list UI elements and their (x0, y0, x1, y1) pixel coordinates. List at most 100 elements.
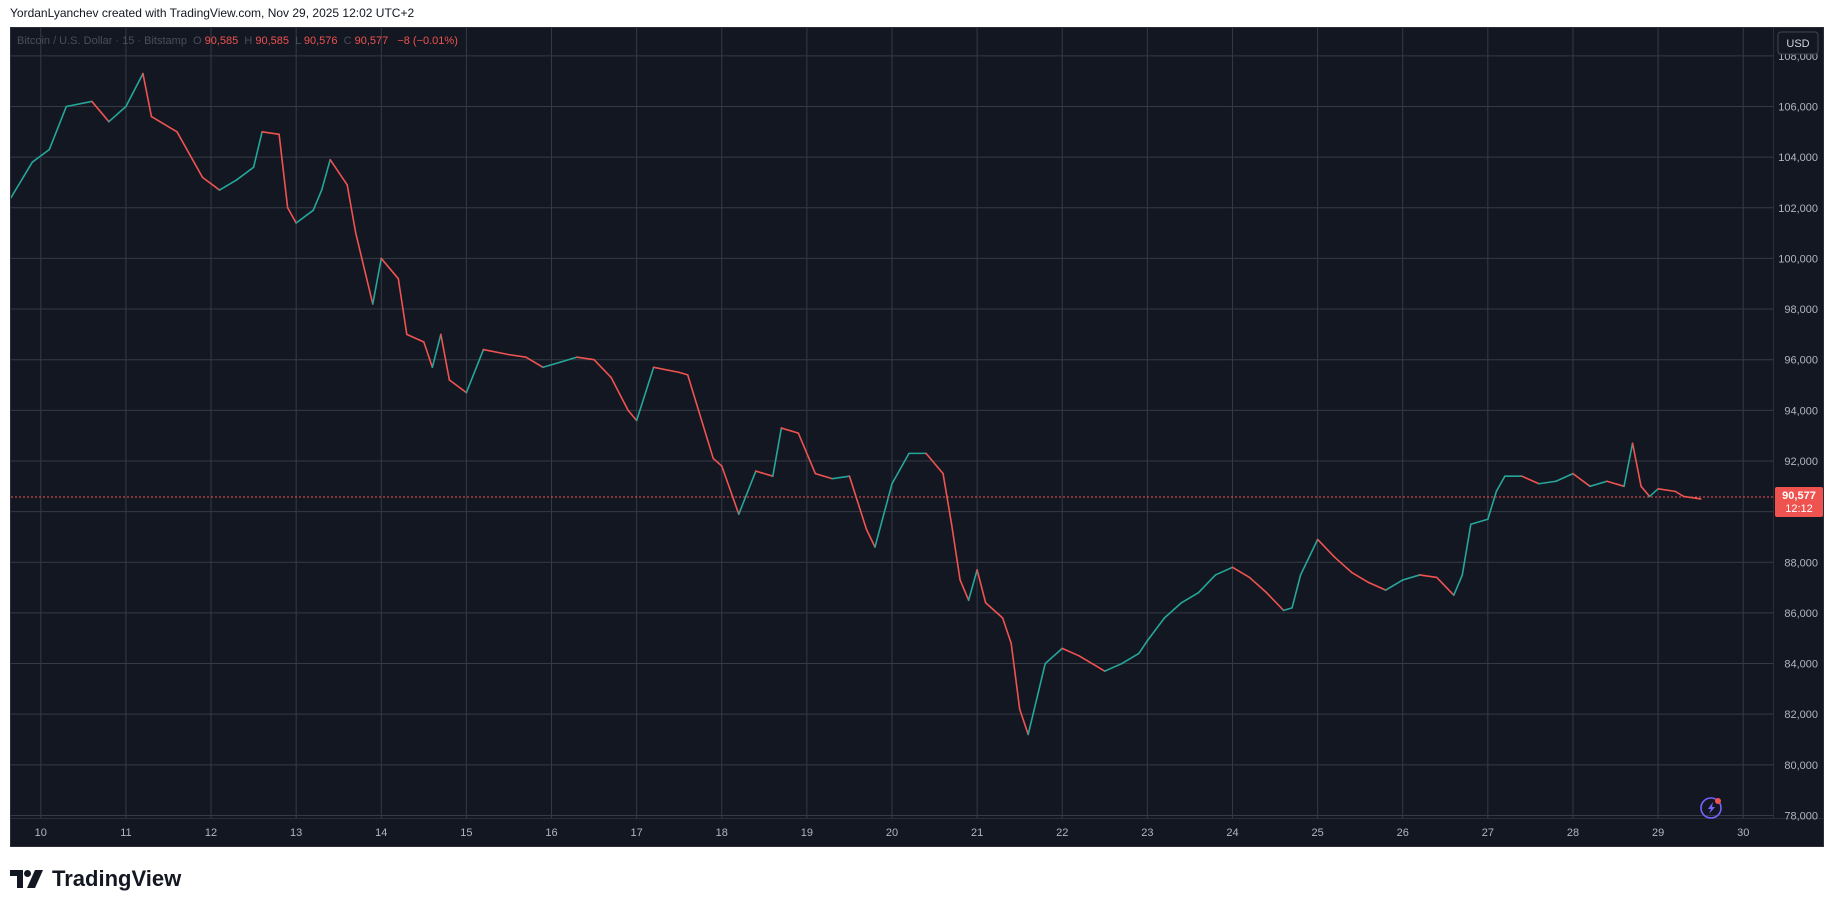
price-segment (286, 206, 297, 224)
price-series (11, 72, 1702, 736)
chart-frame[interactable]: 108,000 106,000 104,000 102,000 100,000 98,00… (10, 27, 1824, 847)
price-segment (354, 232, 374, 305)
price-segment (1461, 523, 1472, 576)
price-chart[interactable]: 108,000106,000104,000102,000100,00098,00… (11, 28, 1823, 846)
price-segment (482, 348, 510, 356)
y-tick-label: 86,000 (1784, 608, 1818, 620)
price-segment (1606, 480, 1625, 488)
price-segment (1146, 617, 1166, 642)
price-segment (1470, 518, 1489, 526)
price-axis[interactable]: 108,000106,000104,000102,000100,00098,00… (1778, 51, 1818, 823)
price-segment (720, 465, 740, 515)
x-tick-label: 30 (1737, 827, 1749, 839)
price-segment (1521, 475, 1540, 485)
y-tick-label: 88,000 (1784, 557, 1818, 569)
price-segment (755, 470, 774, 477)
price-segment (371, 257, 383, 305)
price-segment (1163, 601, 1183, 619)
price-axis-separator (1773, 28, 1774, 818)
x-tick-label: 18 (716, 827, 728, 839)
price-segment (1018, 708, 1029, 736)
price-segment (218, 179, 238, 191)
price-segment (1333, 556, 1353, 574)
y-tick-label: 106,000 (1778, 101, 1818, 113)
price-segment (431, 333, 442, 369)
price-segment (1401, 574, 1421, 581)
svg-text:Bitcoin / U.S. Dollar · 15 · B: Bitcoin / U.S. Dollar · 15 · Bitstamp O … (17, 35, 458, 47)
price-segment (346, 184, 357, 234)
price-segment (950, 523, 961, 581)
price-segment (1095, 665, 1106, 672)
y-tick-label: 80,000 (1784, 760, 1818, 772)
price-segment (1555, 472, 1574, 483)
price-segment (1180, 591, 1200, 604)
price-segment (423, 341, 434, 369)
price-segment (1682, 495, 1702, 500)
price-segment (465, 348, 485, 394)
price-segment (1121, 652, 1140, 665)
price-segment (1061, 647, 1081, 657)
x-tick-label: 13 (290, 827, 302, 839)
price-segment (1418, 574, 1438, 579)
price-segment (635, 366, 655, 422)
price-segment (1316, 538, 1336, 558)
price-segment (1104, 662, 1123, 672)
x-tick-label: 16 (545, 827, 557, 839)
price-segment (125, 72, 144, 108)
x-tick-label: 23 (1141, 827, 1153, 839)
price-segment (1138, 639, 1149, 655)
chart-caption: YordanLyanchev created with TradingView.… (10, 6, 415, 20)
price-segment (176, 131, 204, 179)
currency-button[interactable]: USD (1777, 31, 1819, 55)
price-segment (1367, 581, 1387, 591)
legend-low-label: L (295, 35, 301, 47)
price-segment (1384, 579, 1404, 591)
price-segment (984, 601, 1004, 619)
price-segment (91, 100, 110, 123)
price-segment (1648, 488, 1659, 498)
price-segment (1487, 490, 1498, 521)
y-tick-label: 100,000 (1778, 253, 1818, 265)
tradingview-brand[interactable]: TradingView (10, 866, 181, 892)
price-segment (320, 158, 332, 191)
last-price-value: 90,577 (1782, 490, 1816, 502)
price-segment (1044, 647, 1064, 665)
y-tick-label: 84,000 (1784, 659, 1818, 671)
price-segment (406, 333, 425, 343)
x-tick-label: 10 (35, 827, 47, 839)
price-segment (678, 371, 689, 376)
y-tick-label: 94,000 (1784, 405, 1818, 417)
price-segment (235, 166, 255, 181)
price-segment (627, 409, 638, 422)
price-segment (1027, 662, 1047, 736)
y-tick-label: 96,000 (1784, 355, 1818, 367)
price-segment (942, 472, 953, 526)
price-segment (1350, 571, 1370, 584)
x-tick-label: 20 (886, 827, 898, 839)
price-segment (108, 105, 127, 123)
y-tick-label: 78,000 (1784, 810, 1818, 822)
time-axis[interactable]: 10 11 12 13 14 15 16 17 18 19 20 21 22 23 24 25 26 27 28 29… (35, 827, 1750, 839)
price-segment (976, 569, 987, 604)
price-segment (1435, 576, 1455, 596)
legend-open-label: O (193, 35, 202, 47)
price-segment (1640, 485, 1651, 498)
price-segment (865, 528, 876, 548)
price-segment (65, 100, 93, 108)
x-tick-label: 21 (971, 827, 983, 839)
price-segment (967, 569, 978, 602)
price-segment (1589, 480, 1608, 488)
price-segment (1001, 617, 1012, 645)
legend-high-value: 90,585 (255, 35, 289, 47)
bar-countdown: 12:12 (1785, 503, 1813, 515)
price-segment (448, 379, 468, 394)
price-segment (959, 579, 970, 602)
price-segment (525, 356, 544, 369)
x-tick-label: 15 (460, 827, 472, 839)
lightning-icon[interactable] (1700, 797, 1722, 819)
price-segment (1231, 566, 1251, 579)
price-segment (1197, 574, 1217, 594)
price-segment (1248, 576, 1268, 594)
x-tick-label: 25 (1311, 827, 1323, 839)
price-segment (686, 374, 698, 404)
